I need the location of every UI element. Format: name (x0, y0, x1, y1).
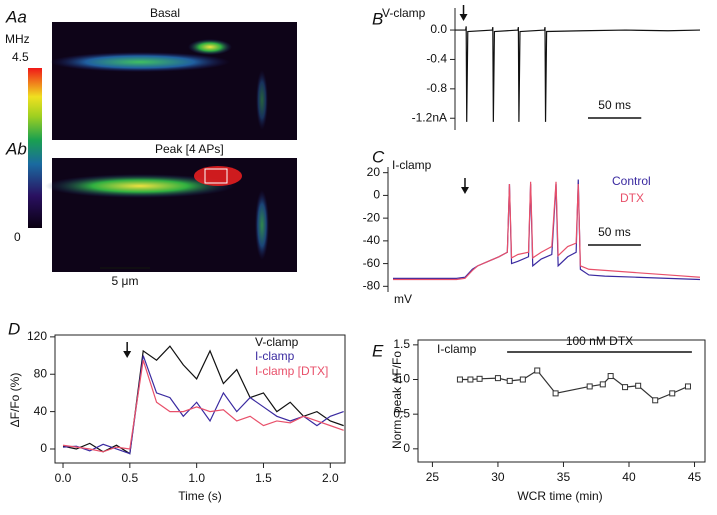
stim-arrow-head (460, 187, 469, 194)
plot-frame (54, 334, 346, 464)
y-tick-label: 0.5 (393, 406, 410, 420)
y-tick-label: 0 (40, 441, 47, 455)
y-tick-label: 0 (373, 188, 380, 202)
trace-label: I-clamp (437, 342, 477, 356)
image-basal (52, 22, 297, 140)
y-tick-label: -80 (363, 278, 381, 292)
trace-label: I-clamp (392, 158, 432, 172)
panel-label: Ab (5, 139, 27, 158)
y-tick-label: -20 (363, 210, 381, 224)
y-tick-label: 0 (403, 441, 410, 455)
marker (456, 376, 463, 383)
scale-bar-label: 50 ms (598, 225, 631, 239)
panel-label: B (372, 9, 383, 28)
legend-entry: Control (612, 174, 651, 188)
y-tick-label: -40 (363, 233, 381, 247)
y-unit: mV (394, 292, 412, 306)
marker (552, 390, 559, 397)
y-tick-label: 1.0 (393, 372, 410, 386)
y-tick-label: 40 (34, 404, 48, 418)
stim-arrow-head (459, 14, 468, 21)
image-blob (194, 166, 242, 186)
treatment-label: 100 nM DTX (566, 334, 633, 348)
x-tick-label: 45 (688, 470, 702, 484)
y-axis-label: Norm. peak ΔF/Fo (390, 351, 404, 449)
x-tick-label: 25 (426, 470, 440, 484)
marker (519, 376, 526, 383)
x-tick-label: 40 (622, 470, 636, 484)
y-axis-label: ΔF/Fo (%) (8, 373, 22, 428)
marker (534, 367, 541, 374)
legend-entry: I-clamp [DTX] (255, 364, 328, 378)
legend-entry: DTX (620, 191, 644, 205)
roi-box (204, 168, 228, 184)
panel-label: E (372, 341, 384, 360)
y-tick-label: 1.5 (393, 337, 410, 351)
colorbar-tick: 0 (14, 230, 21, 244)
image-title: Basal (150, 6, 180, 20)
trace (62, 355, 344, 455)
image-blob (45, 174, 235, 198)
x-tick-label: 1.5 (255, 471, 272, 485)
scale-bar-label: 5 μm (112, 274, 139, 288)
image-blob (255, 190, 269, 260)
marker (669, 390, 676, 397)
marker (494, 375, 501, 382)
marker (599, 381, 606, 388)
plot-frame (417, 339, 706, 463)
y-tick-label: -0.8 (426, 81, 447, 95)
colorbar (28, 68, 42, 228)
colorbar-tick: 4.5 (12, 50, 29, 64)
image-title: Peak [4 APs] (155, 142, 224, 156)
marker (652, 397, 659, 404)
y-tick-label: -0.4 (426, 52, 447, 66)
x-tick-label: 1.0 (188, 471, 205, 485)
y-tick-label: -60 (363, 256, 381, 270)
scale-bar-label: 50 ms (598, 98, 631, 112)
panel-label: Aa (5, 7, 27, 26)
trace (62, 360, 344, 453)
legend-entry: V-clamp (255, 335, 299, 349)
stim-arrow-head (123, 351, 132, 358)
marker (586, 383, 593, 390)
marker (506, 377, 513, 384)
y-tick-label: -1.2nA (412, 110, 447, 124)
marker (476, 375, 483, 382)
trace-label: V-clamp (382, 6, 426, 20)
image-blob (50, 52, 230, 72)
y-tick-label: 120 (27, 329, 47, 343)
colorbar-unit: MHz (5, 32, 30, 46)
y-tick-label: 80 (34, 366, 48, 380)
x-tick-label: 30 (491, 470, 505, 484)
y-tick-label: 20 (367, 165, 381, 179)
panel-label: C (372, 147, 385, 166)
trace (62, 345, 344, 455)
trace (455, 26, 701, 122)
image-blob (188, 39, 232, 55)
legend-entry: I-clamp (255, 349, 295, 363)
panel-a: Aa Basal Ab Peak [4 APs] MHz 4.5 0 5 μm (5, 6, 297, 288)
x-tick-label: 0.5 (121, 471, 138, 485)
trace (393, 181, 701, 281)
x-tick-label: 35 (557, 470, 571, 484)
marker (467, 376, 474, 383)
x-tick-label: 2.0 (322, 471, 339, 485)
x-tick-label: 0.0 (55, 471, 72, 485)
marker (684, 383, 691, 390)
trace (393, 179, 701, 281)
image-blob (256, 70, 268, 130)
trace (459, 369, 689, 402)
x-axis-label: Time (s) (178, 489, 222, 503)
marker (635, 382, 642, 389)
marker (622, 384, 629, 391)
x-axis-label: WCR time (min) (517, 489, 602, 503)
panel-label: D (8, 319, 20, 338)
y-tick-label: 0.0 (430, 22, 447, 36)
marker (607, 373, 614, 380)
